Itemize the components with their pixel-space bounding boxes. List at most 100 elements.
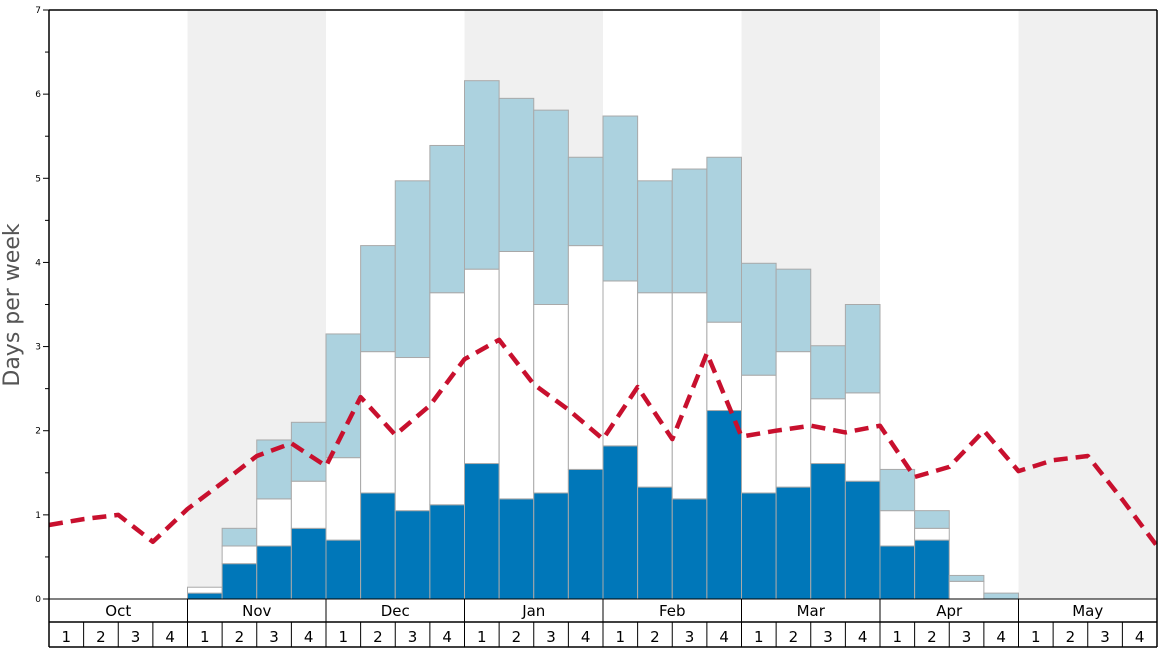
bar-white-10 [394, 357, 431, 512]
month-shade-may [1018, 10, 1157, 599]
bar-light-15 [567, 156, 604, 247]
month-label-oct: Oct [105, 602, 131, 620]
bar-dark-24 [879, 545, 916, 600]
week-label: 4 [442, 628, 452, 646]
bar-dark-22 [810, 463, 846, 600]
week-label: 2 [235, 628, 245, 646]
bar-dark-19 [706, 410, 742, 600]
bar-dark-6 [256, 545, 292, 600]
week-label: 3 [685, 628, 695, 646]
week-label: 1 [616, 628, 626, 646]
y-tick-label: 6 [35, 90, 41, 100]
bar-light-11 [429, 144, 465, 294]
bar-dark-23 [844, 480, 881, 600]
bar-light-13 [498, 97, 535, 252]
week-label: 3 [131, 628, 141, 646]
week-label: 3 [546, 628, 556, 646]
bar-dark-17 [637, 486, 673, 600]
bar-light-10 [394, 180, 431, 359]
bar-white-24 [879, 510, 916, 547]
bar-dark-8 [325, 539, 362, 600]
bar-light-5 [221, 527, 258, 547]
bar-light-14 [533, 109, 569, 305]
bar-dark-16 [602, 445, 639, 600]
bars [187, 80, 1019, 600]
week-label: 2 [512, 628, 522, 646]
bar-dark-5 [221, 563, 258, 600]
bar-dark-15 [567, 468, 604, 600]
week-label: 1 [200, 628, 210, 646]
week-label: 2 [373, 628, 383, 646]
week-label: 4 [996, 628, 1006, 646]
week-label: 3 [823, 628, 833, 646]
bar-white-17 [637, 292, 673, 488]
bar-white-4 [187, 586, 223, 594]
bar-light-17 [637, 180, 673, 294]
bar-white-9 [360, 351, 396, 494]
bar-light-19 [706, 156, 742, 323]
bar-white-21 [775, 351, 812, 488]
bar-light-20 [741, 262, 777, 376]
bar-white-14 [533, 304, 569, 494]
bar-dark-12 [464, 463, 500, 600]
month-label-apr: Apr [936, 602, 963, 620]
axes: 0 1 2 3 4 5 6 7 Oct 1 2 3 4 Nov 1 2 3 4 Dec 1 2 3 4 Jan 1 2 3 4 Feb 1… [35, 6, 1158, 648]
y-tick-label: 5 [35, 174, 41, 184]
week-label: 1 [62, 628, 72, 646]
average-line [48, 337, 1159, 548]
month-label-feb: Feb [659, 602, 686, 620]
bar-dark-9 [360, 492, 396, 600]
week-label: 1 [1031, 628, 1041, 646]
bar-dark-13 [498, 498, 535, 600]
bar-dark-4 [187, 592, 223, 600]
week-label: 4 [858, 628, 868, 646]
bar-light-24 [879, 468, 916, 512]
bar-dark-11 [429, 504, 465, 600]
week-label: 2 [96, 628, 106, 646]
bar-white-5 [221, 545, 258, 565]
bar-dark-7 [290, 527, 327, 600]
bar-light-22 [810, 345, 846, 400]
bar-dark-25 [914, 539, 950, 600]
bar-light-27 [983, 592, 1019, 600]
week-label: 3 [1100, 628, 1110, 646]
bar-white-16 [602, 280, 639, 447]
week-label: 1 [893, 628, 903, 646]
week-label: 2 [927, 628, 937, 646]
week-label: 4 [165, 628, 175, 646]
y-tick-label: 4 [35, 258, 41, 268]
bar-dark-20 [741, 492, 777, 600]
week-label: 2 [650, 628, 660, 646]
month-label-dec: Dec [381, 602, 410, 620]
week-label: 1 [754, 628, 764, 646]
month-label-mar: Mar [797, 602, 826, 620]
y-tick-label: 7 [35, 6, 41, 16]
bar-light-7 [290, 421, 327, 482]
bar-white-23 [844, 392, 881, 482]
bar-white-8 [325, 457, 362, 541]
bar-light-12 [464, 80, 500, 270]
week-label: 2 [1066, 628, 1076, 646]
month-label-nov: Nov [242, 602, 271, 620]
y-tick-label: 3 [35, 343, 41, 353]
week-label: 4 [1135, 628, 1145, 646]
y-axis-label: Days per week [0, 223, 25, 386]
bar-light-26 [948, 574, 985, 582]
week-label: 2 [789, 628, 799, 646]
week-label: 4 [719, 628, 729, 646]
bar-dark-10 [394, 510, 431, 600]
bar-light-8 [325, 333, 362, 459]
week-label: 3 [962, 628, 972, 646]
y-tick-label: 0 [35, 595, 41, 605]
week-label: 4 [304, 628, 314, 646]
bar-white-26 [948, 580, 985, 600]
bar-white-7 [290, 480, 327, 529]
bar-light-18 [671, 168, 708, 294]
week-label: 3 [408, 628, 418, 646]
bar-light-9 [360, 245, 396, 353]
week-label: 3 [269, 628, 279, 646]
bar-white-12 [464, 268, 500, 465]
bar-dark-14 [533, 492, 569, 600]
